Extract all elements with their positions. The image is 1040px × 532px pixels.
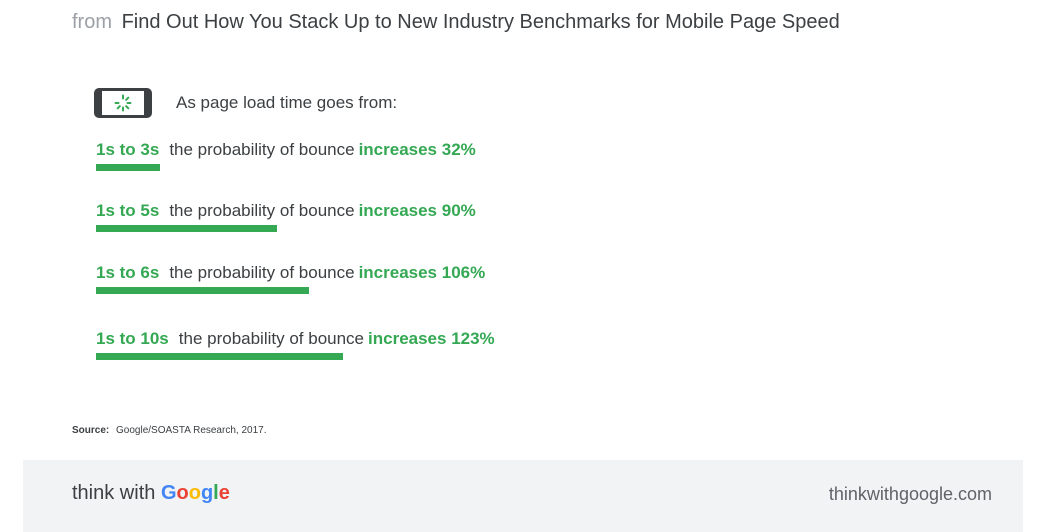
intro-text: As page load time goes from: <box>176 93 398 112</box>
row-increase-label: increases 123% <box>368 329 495 348</box>
row-increase-label: increases 106% <box>358 263 486 282</box>
source-label: Source: <box>72 425 110 436</box>
bounce-bar <box>96 164 160 171</box>
row-increase-label: increases 32% <box>358 140 476 159</box>
intro: As page load time goes from: <box>94 87 397 119</box>
think-with-google-logo: think with Google <box>72 482 230 505</box>
row-range-label: 1s to 3s <box>96 140 160 159</box>
chart-row: 1s to 3s the probability of bounce increas… <box>96 140 476 160</box>
chart-row: 1s to 10s the probability of bounce increa… <box>96 329 495 349</box>
row-phrase: the probability of bounce <box>169 140 355 159</box>
row-range-label: 1s to 10s <box>96 329 169 348</box>
heading-title: Find Out How You Stack Up to New Industr… <box>121 11 840 33</box>
logo-letter: o <box>188 482 201 504</box>
chart-row: 1s to 6s the probability of bounce increas… <box>96 263 485 283</box>
source-note: Source: Google/SOASTA Research, 2017. <box>72 425 266 436</box>
row-phrase: the probability of bounce <box>169 201 355 220</box>
logo-letter: G <box>160 482 177 504</box>
source-text: Google/SOASTA Research, 2017. <box>116 425 267 436</box>
phone-loading-icon <box>94 88 152 118</box>
logo-letter: e <box>218 482 230 504</box>
logo-letter: o <box>176 482 189 504</box>
bounce-chart: 1s to 3s the probability of bounce increas… <box>96 140 696 380</box>
row-range-label: 1s to 6s <box>96 263 160 282</box>
heading-prefix: from <box>72 11 112 33</box>
chart-row: 1s to 5s the probability of bounce increas… <box>96 201 476 221</box>
page-heading: from Find Out How You Stack Up to New In… <box>72 11 840 34</box>
bounce-bar <box>96 353 343 360</box>
bounce-bar <box>96 287 309 294</box>
google-wordmark: Google <box>161 482 230 504</box>
logo-letter: g <box>200 482 214 504</box>
logo-prefix: think with <box>72 482 156 504</box>
footer: think with Google thinkwithgoogle.com <box>23 460 1023 532</box>
row-phrase: the probability of bounce <box>178 329 365 348</box>
row-increase-label: increases 90% <box>358 201 476 220</box>
row-range-label: 1s to 5s <box>96 201 160 220</box>
site-url: thinkwithgoogle.com <box>828 484 992 504</box>
row-phrase: the probability of bounce <box>169 263 355 282</box>
spinner-icon <box>114 94 132 112</box>
bounce-bar <box>96 225 277 232</box>
logo-letter: l <box>213 482 219 504</box>
